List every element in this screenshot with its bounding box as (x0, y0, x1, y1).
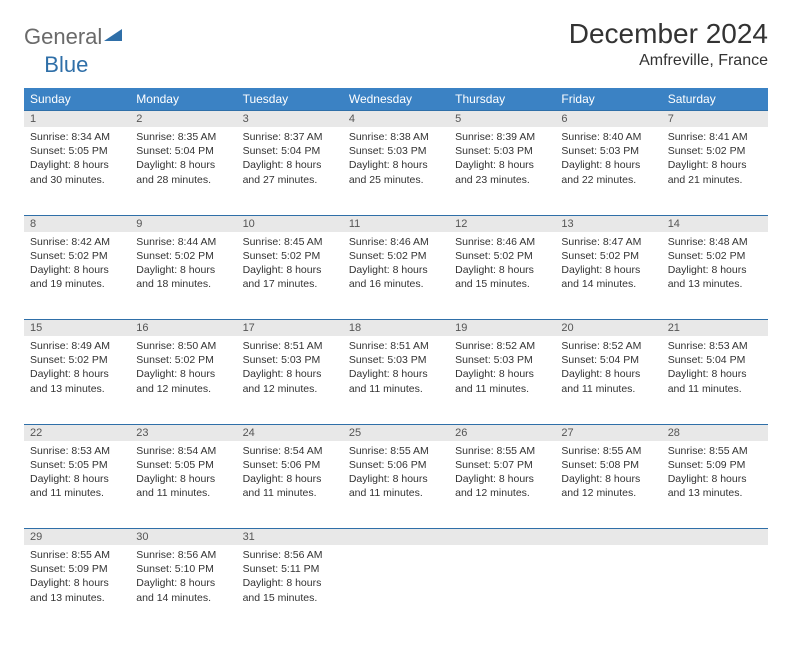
day-content-cell: Sunrise: 8:54 AMSunset: 5:06 PMDaylight:… (237, 441, 343, 529)
day-number-cell (343, 529, 449, 546)
logo-triangle-icon (104, 27, 122, 48)
day-number-cell: 14 (662, 215, 768, 232)
day-number-cell: 18 (343, 320, 449, 337)
day-number-cell: 12 (449, 215, 555, 232)
page-title: December 2024 (569, 18, 768, 50)
day-content-cell: Sunrise: 8:47 AMSunset: 5:02 PMDaylight:… (555, 232, 661, 320)
day-number-cell: 11 (343, 215, 449, 232)
daynum-row: 15161718192021 (24, 320, 768, 337)
day-number-cell: 6 (555, 111, 661, 128)
day-number-cell: 7 (662, 111, 768, 128)
day-content-cell: Sunrise: 8:54 AMSunset: 5:05 PMDaylight:… (130, 441, 236, 529)
logo-text-blue: Blue (44, 52, 88, 78)
calendar-table: SundayMondayTuesdayWednesdayThursdayFrid… (24, 88, 768, 633)
day-content-cell: Sunrise: 8:48 AMSunset: 5:02 PMDaylight:… (662, 232, 768, 320)
day-content-cell: Sunrise: 8:35 AMSunset: 5:04 PMDaylight:… (130, 127, 236, 215)
day-number-cell: 24 (237, 424, 343, 441)
day-number-cell: 21 (662, 320, 768, 337)
location: Amfreville, France (569, 52, 768, 70)
day-number-cell: 26 (449, 424, 555, 441)
weekday-header: Thursday (449, 88, 555, 111)
logo-text-general: General (24, 24, 102, 50)
day-number-cell: 23 (130, 424, 236, 441)
weekday-header: Monday (130, 88, 236, 111)
day-content-cell: Sunrise: 8:55 AMSunset: 5:08 PMDaylight:… (555, 441, 661, 529)
content-row: Sunrise: 8:49 AMSunset: 5:02 PMDaylight:… (24, 336, 768, 424)
daynum-row: 891011121314 (24, 215, 768, 232)
content-row: Sunrise: 8:42 AMSunset: 5:02 PMDaylight:… (24, 232, 768, 320)
day-content-cell: Sunrise: 8:45 AMSunset: 5:02 PMDaylight:… (237, 232, 343, 320)
content-row: Sunrise: 8:34 AMSunset: 5:05 PMDaylight:… (24, 127, 768, 215)
day-number-cell: 17 (237, 320, 343, 337)
day-content-cell: Sunrise: 8:55 AMSunset: 5:09 PMDaylight:… (24, 545, 130, 633)
day-number-cell: 4 (343, 111, 449, 128)
day-content-cell: Sunrise: 8:49 AMSunset: 5:02 PMDaylight:… (24, 336, 130, 424)
day-content-cell: Sunrise: 8:46 AMSunset: 5:02 PMDaylight:… (449, 232, 555, 320)
weekday-header: Friday (555, 88, 661, 111)
weekday-header-row: SundayMondayTuesdayWednesdayThursdayFrid… (24, 88, 768, 111)
day-number-cell: 19 (449, 320, 555, 337)
day-number-cell: 20 (555, 320, 661, 337)
logo: General (24, 18, 124, 50)
daynum-row: 1234567 (24, 111, 768, 128)
day-content-cell: Sunrise: 8:53 AMSunset: 5:05 PMDaylight:… (24, 441, 130, 529)
day-content-cell: Sunrise: 8:38 AMSunset: 5:03 PMDaylight:… (343, 127, 449, 215)
day-content-cell: Sunrise: 8:53 AMSunset: 5:04 PMDaylight:… (662, 336, 768, 424)
day-number-cell: 27 (555, 424, 661, 441)
day-content-cell: Sunrise: 8:44 AMSunset: 5:02 PMDaylight:… (130, 232, 236, 320)
day-content-cell: Sunrise: 8:52 AMSunset: 5:04 PMDaylight:… (555, 336, 661, 424)
day-number-cell: 3 (237, 111, 343, 128)
day-number-cell: 25 (343, 424, 449, 441)
day-content-cell (449, 545, 555, 633)
day-number-cell (449, 529, 555, 546)
day-content-cell: Sunrise: 8:55 AMSunset: 5:06 PMDaylight:… (343, 441, 449, 529)
day-content-cell: Sunrise: 8:39 AMSunset: 5:03 PMDaylight:… (449, 127, 555, 215)
content-row: Sunrise: 8:55 AMSunset: 5:09 PMDaylight:… (24, 545, 768, 633)
day-content-cell: Sunrise: 8:56 AMSunset: 5:11 PMDaylight:… (237, 545, 343, 633)
day-content-cell: Sunrise: 8:46 AMSunset: 5:02 PMDaylight:… (343, 232, 449, 320)
day-number-cell: 8 (24, 215, 130, 232)
day-number-cell: 13 (555, 215, 661, 232)
day-content-cell (555, 545, 661, 633)
day-number-cell: 22 (24, 424, 130, 441)
day-content-cell: Sunrise: 8:51 AMSunset: 5:03 PMDaylight:… (343, 336, 449, 424)
weekday-header: Sunday (24, 88, 130, 111)
day-content-cell: Sunrise: 8:34 AMSunset: 5:05 PMDaylight:… (24, 127, 130, 215)
day-number-cell: 31 (237, 529, 343, 546)
day-content-cell: Sunrise: 8:55 AMSunset: 5:09 PMDaylight:… (662, 441, 768, 529)
day-number-cell (662, 529, 768, 546)
day-number-cell: 15 (24, 320, 130, 337)
day-number-cell: 2 (130, 111, 236, 128)
day-content-cell: Sunrise: 8:56 AMSunset: 5:10 PMDaylight:… (130, 545, 236, 633)
weekday-header: Wednesday (343, 88, 449, 111)
day-number-cell: 10 (237, 215, 343, 232)
day-number-cell: 16 (130, 320, 236, 337)
day-number-cell: 29 (24, 529, 130, 546)
day-number-cell: 30 (130, 529, 236, 546)
content-row: Sunrise: 8:53 AMSunset: 5:05 PMDaylight:… (24, 441, 768, 529)
day-content-cell: Sunrise: 8:51 AMSunset: 5:03 PMDaylight:… (237, 336, 343, 424)
day-content-cell: Sunrise: 8:41 AMSunset: 5:02 PMDaylight:… (662, 127, 768, 215)
weekday-header: Saturday (662, 88, 768, 111)
day-content-cell: Sunrise: 8:40 AMSunset: 5:03 PMDaylight:… (555, 127, 661, 215)
daynum-row: 22232425262728 (24, 424, 768, 441)
day-number-cell (555, 529, 661, 546)
day-content-cell (662, 545, 768, 633)
day-content-cell (343, 545, 449, 633)
day-number-cell: 5 (449, 111, 555, 128)
day-content-cell: Sunrise: 8:42 AMSunset: 5:02 PMDaylight:… (24, 232, 130, 320)
weekday-header: Tuesday (237, 88, 343, 111)
day-content-cell: Sunrise: 8:50 AMSunset: 5:02 PMDaylight:… (130, 336, 236, 424)
day-number-cell: 9 (130, 215, 236, 232)
day-number-cell: 1 (24, 111, 130, 128)
day-content-cell: Sunrise: 8:37 AMSunset: 5:04 PMDaylight:… (237, 127, 343, 215)
day-content-cell: Sunrise: 8:52 AMSunset: 5:03 PMDaylight:… (449, 336, 555, 424)
day-content-cell: Sunrise: 8:55 AMSunset: 5:07 PMDaylight:… (449, 441, 555, 529)
daynum-row: 293031 (24, 529, 768, 546)
day-number-cell: 28 (662, 424, 768, 441)
